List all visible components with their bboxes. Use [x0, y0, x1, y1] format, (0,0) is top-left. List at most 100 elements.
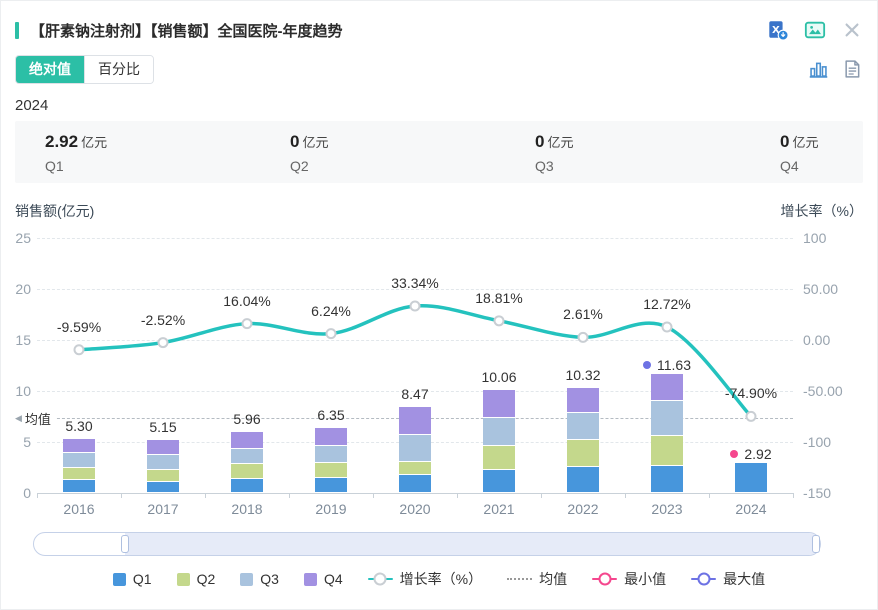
mean-arrow-icon: ◀ [15, 413, 22, 424]
left-axis-tick-label: 10 [15, 383, 31, 399]
x-axis-label: 2020 [399, 501, 431, 517]
left-axis-tick-label: 20 [15, 281, 31, 297]
summary-q4: 0 亿元 Q4 [780, 132, 863, 183]
right-axis-tick-label: 0.00 [803, 332, 831, 348]
bar-segment-q1[interactable] [735, 463, 767, 492]
legend-item-[interactable]: 最大值 [691, 569, 765, 589]
legend-circle-icon [598, 572, 612, 586]
summary-q1-unit: 亿元 [81, 135, 108, 150]
bar-segment-q4[interactable] [63, 438, 95, 453]
bar-segment-q2[interactable] [651, 435, 683, 465]
bar-segment-q2[interactable] [147, 469, 179, 481]
x-axis-tick [541, 493, 542, 498]
growth-rate-label: -9.59% [56, 318, 102, 335]
bar-segment-q2[interactable] [483, 445, 515, 470]
bar-segment-q4[interactable] [651, 374, 683, 401]
summary-q2: 0 亿元 Q2 [290, 132, 535, 183]
bar-segment-q4[interactable] [483, 390, 515, 418]
min-value-marker: 2.92 [696, 446, 806, 462]
bar-segment-q3[interactable] [483, 418, 515, 445]
close-icon[interactable] [841, 19, 863, 41]
growth-rate-label: 33.34% [391, 274, 439, 291]
bar-segment-q3[interactable] [231, 448, 263, 463]
growth-rate-point[interactable] [745, 410, 757, 422]
bar-segment-q1[interactable] [651, 465, 683, 492]
legend-item-q1[interactable]: Q1 [112, 571, 152, 587]
x-axis-label: 2023 [651, 501, 683, 517]
x-axis-tick [709, 493, 710, 498]
legend-item-[interactable]: 增长率（%） [367, 569, 482, 589]
legend-label: 最小值 [624, 571, 667, 587]
bar-segment-q4[interactable] [315, 428, 347, 446]
legend-item-q4[interactable]: Q4 [303, 571, 343, 587]
summary-band: 2.92 亿元 Q1 0 亿元 Q2 0 亿元 Q3 0 亿元 Q4 [15, 121, 863, 183]
bar-segment-q3[interactable] [315, 446, 347, 462]
x-axis-label: 2017 [147, 501, 179, 517]
bar-segment-q1[interactable] [567, 466, 599, 492]
bar-segment-q1[interactable] [231, 478, 263, 492]
image-export-icon[interactable] [804, 19, 826, 41]
datazoom-slider[interactable] [33, 532, 821, 556]
growth-rate-point[interactable] [493, 315, 505, 327]
growth-rate-point[interactable] [73, 344, 85, 356]
x-axis-label: 2018 [231, 501, 263, 517]
bar-segment-q2[interactable] [567, 439, 599, 466]
growth-rate-label: 18.81% [475, 289, 523, 306]
growth-rate-point[interactable] [241, 318, 253, 330]
legend-item-[interactable]: 均值 [507, 569, 567, 589]
bar-segment-q3[interactable] [567, 413, 599, 439]
tab-percentage[interactable]: 百分比 [84, 55, 153, 83]
legend-label: 最大值 [723, 571, 766, 587]
legend-swatch-icon [592, 572, 618, 586]
tab-absolute-value[interactable]: 绝对值 [16, 55, 84, 83]
bar-segment-q4[interactable] [399, 406, 431, 434]
growth-rate-point[interactable] [661, 321, 673, 333]
legend-item-q3[interactable]: Q3 [240, 571, 279, 587]
growth-rate-point[interactable] [325, 328, 337, 340]
growth-rate-point[interactable] [409, 300, 421, 312]
x-axis-label: 2019 [315, 501, 347, 517]
bar-segment-q3[interactable] [651, 401, 683, 435]
growth-rate-point[interactable] [157, 337, 169, 349]
chart-area[interactable]: 销售额(亿元) 增长率（%） 25 100 20 50.00 15 0.00 10 -50.0… [1, 196, 877, 526]
period-label: 2024 [15, 97, 49, 114]
x-axis-tick [37, 493, 38, 498]
bar-segment-q1[interactable] [483, 470, 515, 492]
bar-segment-q1[interactable] [399, 475, 431, 492]
bar-segment-q1[interactable] [315, 478, 347, 492]
legend-swatch-icon [507, 578, 533, 580]
bar-segment-q3[interactable] [147, 454, 179, 469]
bar-segment-q2[interactable] [231, 463, 263, 478]
bar-segment-q3[interactable] [399, 434, 431, 462]
bar-segment-q4[interactable] [147, 440, 179, 454]
report-view-icon[interactable] [841, 58, 863, 80]
legend-circle-icon [697, 572, 711, 586]
growth-rate-label: -74.90% [724, 385, 778, 402]
gridline [37, 238, 793, 239]
bar-segment-q1[interactable] [63, 479, 95, 492]
bar-chart-view-icon[interactable] [807, 58, 829, 80]
bar-segment-q2[interactable] [315, 462, 347, 478]
bar-segment-q2[interactable] [399, 462, 431, 475]
legend-item-[interactable]: 最小值 [592, 569, 666, 589]
bar-total-label: 5.15 [149, 419, 177, 436]
bar-segment-q1[interactable] [147, 481, 179, 492]
x-axis-label: 2016 [63, 501, 95, 517]
legend-swatch-icon [303, 572, 317, 586]
summary-q1-label: Q1 [45, 158, 64, 174]
bar-segment-q4[interactable] [567, 387, 599, 413]
bar-segment-q2[interactable] [63, 468, 95, 479]
growth-rate-point[interactable] [577, 331, 589, 343]
bar-segment-q4[interactable] [231, 432, 263, 448]
x-axis-tick [289, 493, 290, 498]
value-mode-tabs: 绝对值 百分比 [15, 54, 154, 84]
datazoom-track[interactable] [34, 533, 820, 555]
bar-segment-q3[interactable] [63, 453, 95, 467]
title-accent-bar [15, 21, 19, 39]
excel-export-icon[interactable]: X [767, 19, 789, 41]
datazoom-left-handle[interactable] [121, 535, 130, 553]
datazoom-right-handle[interactable] [812, 535, 821, 553]
datazoom-selected-range[interactable] [125, 533, 817, 555]
legend-item-q2[interactable]: Q2 [176, 571, 215, 587]
